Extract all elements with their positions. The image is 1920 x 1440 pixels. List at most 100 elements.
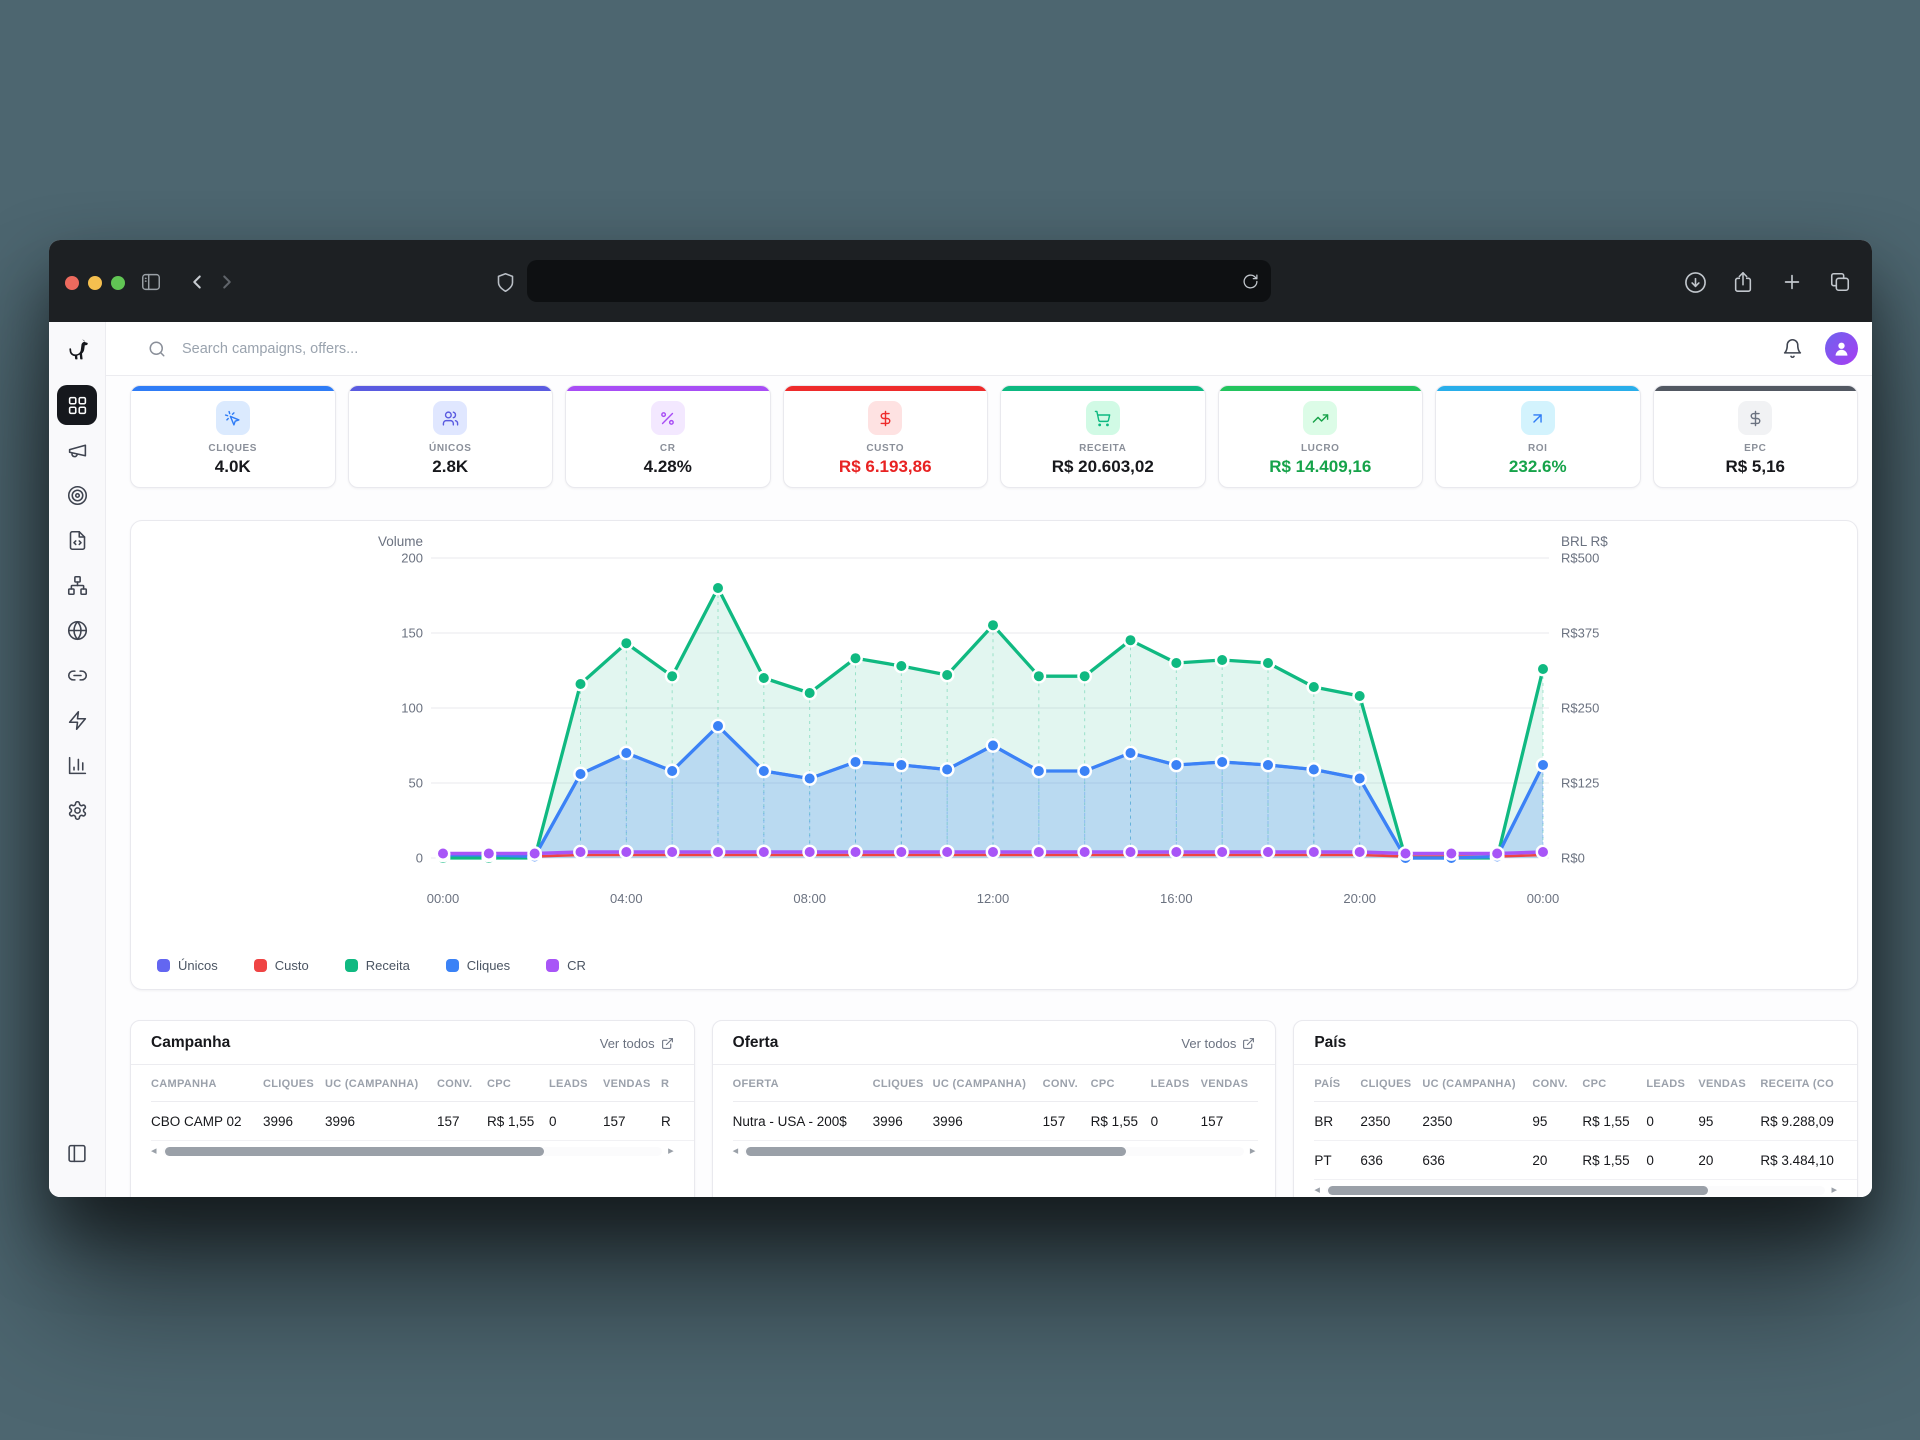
share-icon[interactable] [1729,268,1757,296]
scrollbar-track[interactable] [162,1147,663,1156]
reload-icon[interactable] [1242,273,1259,290]
kpi-card-epc: EPC R$ 5,16 [1652,385,1858,488]
table-cell: R$ 1,55 [1582,1140,1647,1180]
table-cell: 2350 [1360,1101,1423,1141]
kpi-card-cliques: CLIQUES 4.0K [130,385,336,488]
column-header: UC (CAMPANHA) [1422,1065,1533,1102]
sidebar-item-domains[interactable] [57,610,97,650]
scroll-right-icon[interactable]: ▸ [1249,1145,1256,1157]
column-header: CLIQUES [263,1065,325,1102]
table-cell: 636 [1422,1140,1533,1180]
sidebar-item-dashboard[interactable] [57,385,97,425]
horizontal-scrollbar[interactable]: ◂ ▸ [733,1146,1256,1157]
scroll-left-icon[interactable]: ◂ [1314,1184,1320,1196]
legend-item-custo[interactable]: Custo [253,958,309,973]
megaphone-icon [67,440,88,461]
url-bar[interactable] [527,260,1271,302]
kpi-value: 232.6% [1508,457,1567,476]
dog-logo[interactable] [49,322,105,376]
table-cell: R [661,1101,694,1141]
sidebar-item-automations[interactable] [57,700,97,740]
kpi-accent-bar [1436,386,1640,391]
target-icon [67,485,88,506]
table-cell: 95 [1698,1101,1761,1141]
table-row[interactable]: PT 636 636 20 R$ 1,55 0 20 R$ 3.484,10 [1314,1140,1858,1180]
table-cell: 20 [1698,1140,1761,1180]
avatar[interactable] [1825,332,1858,365]
ver-todos-link[interactable]: Ver todos [600,1036,674,1051]
arrow-up-right-icon [1520,401,1555,435]
svg-text:BRL R$: BRL R$ [1561,534,1608,549]
column-header: LEADS [549,1065,603,1102]
legend-item-cliques[interactable]: Cliques [445,958,510,973]
minimize-window-button[interactable] [88,276,102,290]
kpi-accent-bar [348,386,552,391]
file-code-icon [67,530,88,551]
zoom-window-button[interactable] [111,276,125,290]
scrollbar-track[interactable] [1325,1186,1826,1195]
legend-item-receita[interactable]: Receita [344,958,410,973]
search-icon [148,340,166,358]
kpi-label: ROI [1527,443,1548,454]
table-row[interactable]: BR 2350 2350 95 R$ 1,55 0 95 R$ 9.288,09 [1314,1101,1858,1141]
scrollbar-thumb[interactable] [164,1147,545,1156]
table-cell: 0 [1150,1101,1201,1141]
close-window-button[interactable] [65,276,79,290]
collapse-sidebar-icon[interactable] [67,1143,88,1169]
tab-overview-icon[interactable] [1826,268,1854,296]
scrollbar-track[interactable] [744,1147,1244,1156]
table-cell: R$ 9.288,09 [1760,1101,1858,1141]
table-cell: BR [1314,1101,1361,1141]
table-card-país: País PAÍS CLIQUES UC (CAMPANHA) CONV. CPC LEA… [1293,1020,1859,1197]
kpi-label: ÚNICOS [429,443,472,454]
column-header: LEADS [1646,1065,1699,1102]
legend-label: Receita [365,958,410,973]
horizontal-scrollbar[interactable]: ◂ ▸ [1314,1185,1837,1196]
legend-item-cr[interactable]: CR [546,958,586,973]
table-row[interactable]: CBO CAMP 02 3996 3996 157 R$ 1,55 0 157 R [151,1101,694,1141]
sidebar-item-tracking[interactable] [57,475,97,515]
scroll-right-icon[interactable]: ▸ [1831,1184,1838,1196]
sidebar-item-scripts[interactable] [57,520,97,560]
kpi-label: CLIQUES [208,443,258,454]
scroll-left-icon[interactable]: ◂ [151,1145,157,1157]
kpi-card-lucro: LUCRO R$ 14.409,16 [1217,385,1423,488]
table-row[interactable]: Nutra - USA - 200$ 3996 3996 157 R$ 1,55 0 157 [732,1101,1258,1141]
column-header: R [661,1065,694,1102]
table-cell: 20 [1532,1140,1583,1180]
column-header: LEADS [1150,1065,1201,1102]
privacy-shield-icon[interactable] [491,268,519,296]
downloads-icon[interactable] [1681,268,1709,296]
column-header: VENDAS [1698,1065,1761,1102]
users-icon [433,401,468,435]
sidebar-item-links[interactable] [57,655,97,695]
browser-sidebar-toggle-icon[interactable] [137,268,165,296]
column-header: UC (CAMPANHA) [325,1065,437,1102]
scroll-right-icon[interactable]: ▸ [668,1145,674,1157]
search-input[interactable] [180,339,610,358]
sidebar-item-settings[interactable] [57,790,97,830]
table-cell: R$ 1,55 [487,1101,549,1141]
forward-icon[interactable] [213,268,241,296]
sidebar-item-campaigns[interactable] [57,430,97,470]
table-cell: 157 [603,1101,661,1141]
kpi-card-custo: CUSTO R$ 6.193,86 [782,385,988,488]
scroll-left-icon[interactable]: ◂ [732,1145,739,1157]
ver-todos-link[interactable]: Ver todos [1181,1036,1255,1051]
sidebar-item-reports[interactable] [57,745,97,785]
legend-item-únicos[interactable]: Únicos [157,958,218,973]
sidebar-item-structure[interactable] [57,565,97,605]
table-cell: 0 [1646,1101,1699,1141]
scrollbar-thumb[interactable] [1327,1186,1708,1195]
scrollbar-thumb[interactable] [746,1147,1126,1156]
notifications-bell-icon[interactable] [1782,338,1803,359]
table-cell: 636 [1360,1140,1423,1180]
table-title: Campanha [151,1034,231,1051]
horizontal-scrollbar[interactable]: ◂ ▸ [151,1146,674,1157]
new-tab-icon[interactable] [1778,268,1806,296]
table-cell: R$ 1,55 [1582,1101,1647,1141]
back-icon[interactable] [183,268,211,296]
table-cell: PT [1314,1140,1361,1180]
svg-text:20:00: 20:00 [1343,891,1376,906]
network-icon [67,575,88,596]
